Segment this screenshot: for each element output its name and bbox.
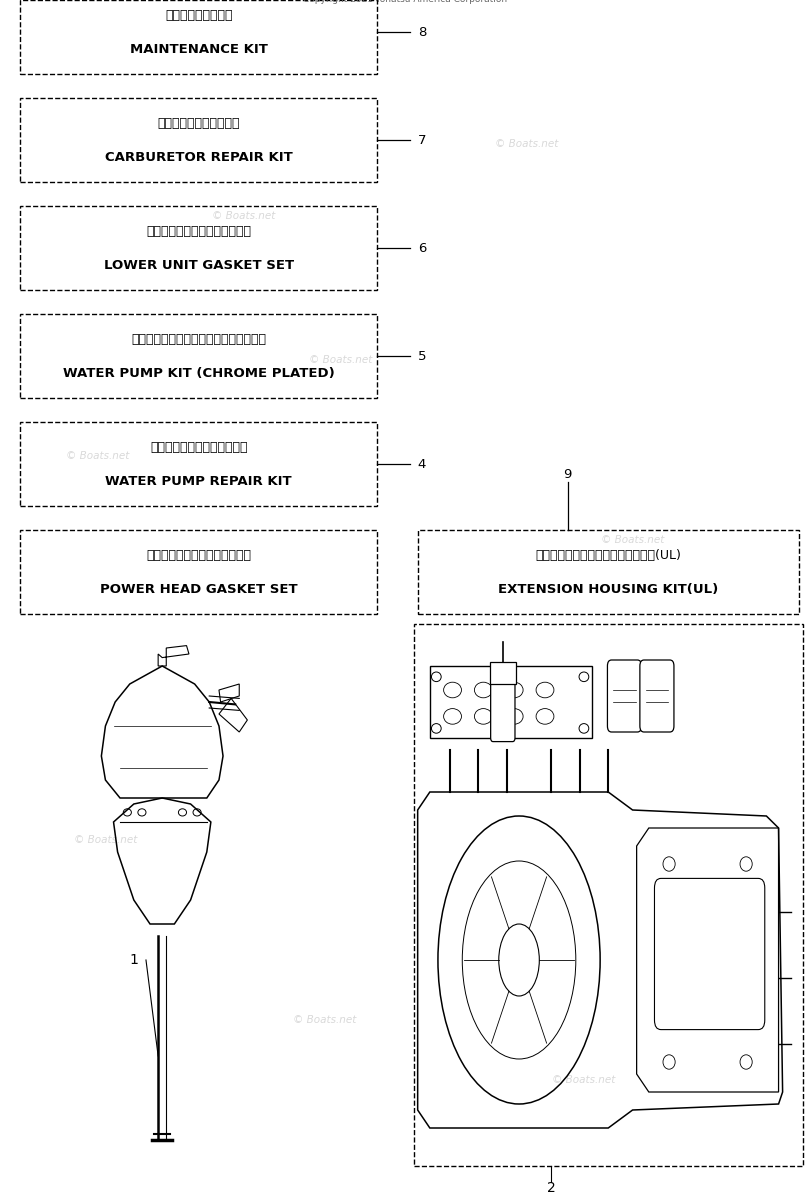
Text: POWER HEAD GASKET SET: POWER HEAD GASKET SET xyxy=(100,583,298,595)
Text: ウォータポンプキット（クロムメッキ）: ウォータポンプキット（クロムメッキ） xyxy=(131,334,266,346)
Text: © Boats.net: © Boats.net xyxy=(212,211,275,221)
Bar xyxy=(20,422,377,506)
FancyBboxPatch shape xyxy=(607,660,642,732)
FancyBboxPatch shape xyxy=(490,662,516,684)
Text: © Boats.net: © Boats.net xyxy=(601,535,664,545)
Text: 7: 7 xyxy=(418,134,426,146)
Text: ウォータボンプリペアキット: ウォータボンプリペアキット xyxy=(150,442,247,454)
Bar xyxy=(418,530,799,614)
Text: パワーヘッドガスケットセット: パワーヘッドガスケットセット xyxy=(146,550,251,562)
Text: キャブレタリペアキット: キャブレタリペアキット xyxy=(157,118,240,130)
Text: WATER PUMP KIT (CHROME PLATED): WATER PUMP KIT (CHROME PLATED) xyxy=(62,367,335,379)
Bar xyxy=(20,314,377,398)
Text: エクステンションハウジングキット(UL): エクステンションハウジングキット(UL) xyxy=(535,550,681,562)
Text: © Boats.net: © Boats.net xyxy=(66,451,129,461)
Bar xyxy=(20,530,377,614)
Bar xyxy=(414,624,803,1166)
FancyBboxPatch shape xyxy=(430,666,592,738)
Text: 9: 9 xyxy=(564,468,572,481)
Text: 6: 6 xyxy=(418,242,426,254)
Text: ロワユニットガスケットセット: ロワユニットガスケットセット xyxy=(146,226,251,238)
Text: 8: 8 xyxy=(418,26,426,38)
FancyBboxPatch shape xyxy=(491,680,515,742)
Text: © Boats.net: © Boats.net xyxy=(496,139,559,149)
Text: LOWER UNIT GASKET SET: LOWER UNIT GASKET SET xyxy=(104,259,294,271)
Text: 5: 5 xyxy=(418,350,426,362)
Bar xyxy=(20,0,377,74)
Text: Copyright 2021 Tohatsu America Corporation: Copyright 2021 Tohatsu America Corporati… xyxy=(303,0,508,4)
Text: EXTENSION HOUSING KIT(UL): EXTENSION HOUSING KIT(UL) xyxy=(498,583,719,595)
Text: メンテナンスキット: メンテナンスキット xyxy=(165,10,233,22)
Text: © Boats.net: © Boats.net xyxy=(293,1015,356,1025)
Text: CARBURETOR REPAIR KIT: CARBURETOR REPAIR KIT xyxy=(105,151,293,163)
Text: 1: 1 xyxy=(130,953,138,967)
Text: 4: 4 xyxy=(418,458,426,470)
Text: © Boats.net: © Boats.net xyxy=(552,1075,616,1085)
FancyBboxPatch shape xyxy=(654,878,765,1030)
Text: 2: 2 xyxy=(547,1181,556,1195)
Text: WATER PUMP REPAIR KIT: WATER PUMP REPAIR KIT xyxy=(105,475,292,487)
Bar xyxy=(20,98,377,182)
Bar xyxy=(20,206,377,290)
Text: MAINTENANCE KIT: MAINTENANCE KIT xyxy=(130,43,268,55)
Text: © Boats.net: © Boats.net xyxy=(74,835,137,845)
FancyBboxPatch shape xyxy=(640,660,674,732)
Text: © Boats.net: © Boats.net xyxy=(309,355,372,365)
